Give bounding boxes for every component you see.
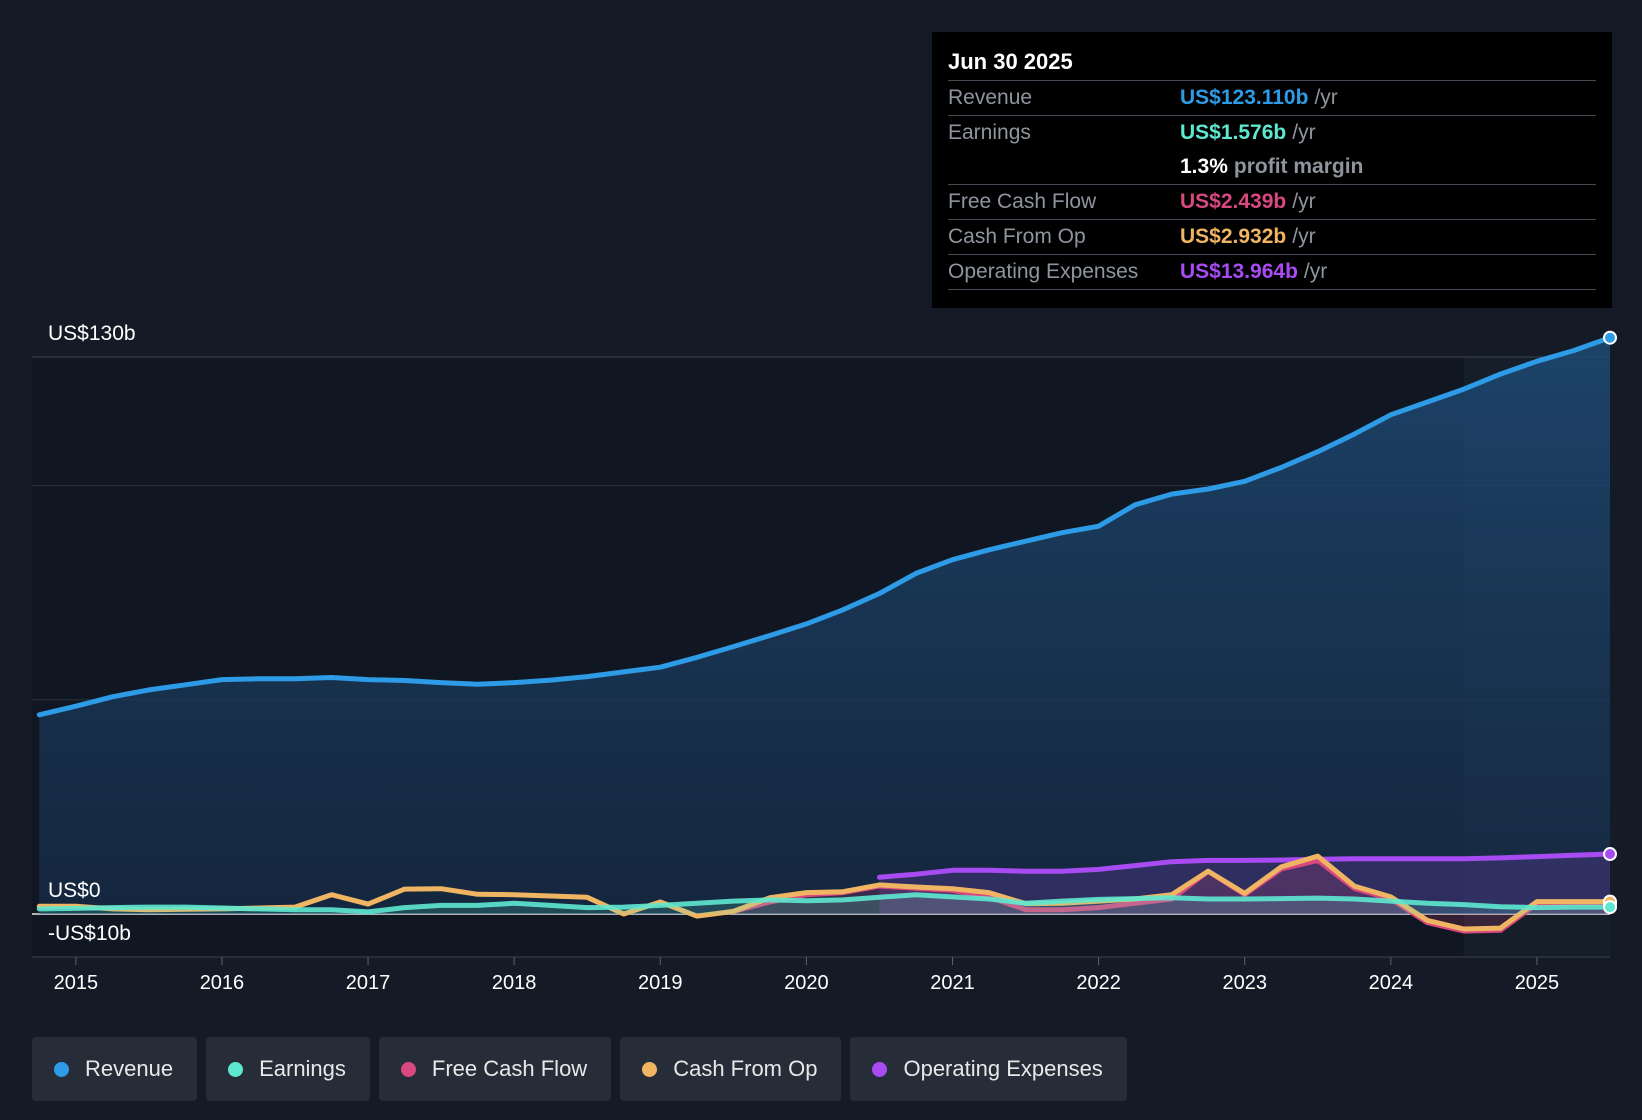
tooltip-row-operating-expenses: Operating Expenses US$13.964b /yr	[948, 254, 1596, 290]
tooltip-value: US$123.110b	[1180, 86, 1309, 109]
cash-from-op-line	[36, 853, 1613, 932]
tooltip-row-earnings: Earnings US$1.576b /yr	[948, 115, 1596, 150]
legend-item-earnings[interactable]: Earnings	[206, 1037, 370, 1101]
legend-item-revenue[interactable]: Revenue	[32, 1037, 198, 1101]
tooltip-label: Earnings	[948, 121, 1031, 144]
tooltip-row-cash-from-op: Cash From Op US$2.932b /yr	[948, 219, 1596, 254]
tooltip-value: US$1.576b	[1180, 121, 1287, 144]
x-tick-label: 2021	[930, 972, 975, 994]
x-tick-label: 2018	[492, 972, 537, 994]
x-tick-label: 2019	[638, 972, 683, 994]
tooltip-value: 1.3%	[1180, 155, 1228, 178]
tooltip-row-revenue: Revenue US$123.110b /yr	[948, 80, 1596, 115]
legend-dot-icon	[872, 1061, 888, 1077]
tooltip-unit: /yr	[1292, 225, 1316, 248]
tooltip-unit: /yr	[1292, 121, 1316, 144]
earnings-end-point	[1603, 900, 1617, 915]
tooltip-label: Operating Expenses	[948, 260, 1139, 283]
x-tick-label: 2020	[784, 972, 829, 994]
tooltip-row-free-cash-flow: Free Cash Flow US$2.439b /yr	[948, 184, 1596, 219]
operating-expenses-line	[876, 851, 1613, 880]
tooltip-label: Free Cash Flow	[948, 190, 1097, 213]
tooltip-unit: /yr	[1303, 260, 1328, 283]
legend-dot-icon	[400, 1061, 416, 1077]
tooltip-value: US$2.439b	[1180, 190, 1287, 213]
legend-label: Revenue	[85, 1056, 174, 1081]
legend-item-operating-expenses[interactable]: Operating Expenses	[850, 1037, 1127, 1101]
legend-item-free-cash-flow[interactable]: Free Cash Flow	[378, 1037, 612, 1101]
legend-label: Cash From Op	[673, 1056, 818, 1081]
tooltip-panel: Jun 30 2025 Revenue US$123.110b /yr Earn…	[932, 32, 1612, 308]
legend-dot-icon	[642, 1061, 658, 1077]
legend-dot-icon	[54, 1061, 69, 1077]
x-tick-label: 2017	[346, 972, 391, 994]
x-tick-label: 2015	[54, 972, 99, 994]
tooltip-unit: /yr	[1292, 190, 1316, 213]
legend-dot-icon	[228, 1061, 244, 1077]
revenue-line	[36, 335, 1613, 718]
y-label-top: US$130b	[48, 322, 136, 345]
x-tick-label: 2025	[1515, 972, 1560, 994]
y-label-zero: US$0	[48, 879, 101, 902]
free-cash-flow-area	[733, 860, 1610, 932]
tooltip-row-profit-margin: 1.3% profit margin	[948, 150, 1596, 184]
revenue-end-point	[1603, 330, 1617, 345]
tooltip-value: US$13.964b	[1180, 260, 1298, 283]
legend: Revenue Earnings Free Cash Flow Cash Fro…	[32, 1037, 1127, 1101]
legend-item-cash-from-op[interactable]: Cash From Op	[620, 1037, 842, 1101]
tooltip-date: Jun 30 2025	[948, 49, 1073, 74]
tooltip-label: Cash From Op	[948, 225, 1086, 248]
x-tick-label: 2016	[200, 972, 245, 994]
x-tick-label: 2024	[1369, 972, 1414, 994]
x-tick-label: 2023	[1222, 972, 1267, 994]
revenue-area	[39, 337, 1610, 914]
y-label-bottom: -US$10b	[48, 922, 131, 945]
tooltip-unit: profit margin	[1233, 155, 1364, 178]
legend-label: Free Cash Flow	[431, 1056, 588, 1081]
legend-label: Operating Expenses	[903, 1056, 1103, 1081]
tooltip-unit: /yr	[1314, 86, 1338, 109]
legend-label: Earnings	[259, 1056, 346, 1081]
x-tick-label: 2022	[1076, 972, 1121, 994]
tooltip-label: Revenue	[948, 86, 1033, 109]
operating-expenses-end-point	[1603, 847, 1617, 862]
earnings-line	[36, 892, 1613, 915]
tooltip-value: US$2.932b	[1180, 225, 1287, 248]
